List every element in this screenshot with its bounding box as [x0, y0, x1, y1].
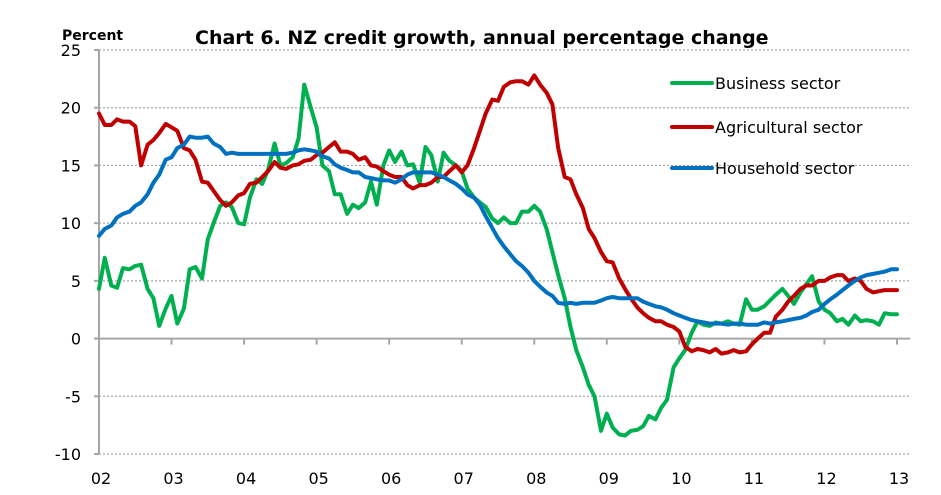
legend: Business sector Agricultural sector Househ… — [670, 74, 863, 178]
x-tick-label: 12 — [816, 469, 836, 488]
x-tick-label: 02 — [91, 469, 111, 488]
x-tick-label: 10 — [671, 469, 691, 488]
x-tick-label: 09 — [599, 469, 619, 488]
y-tick-label: 20 — [61, 99, 81, 118]
legend-label: Business sector — [715, 74, 841, 93]
x-tick-label: 11 — [744, 469, 764, 488]
y-tick-label: 25 — [61, 41, 81, 60]
y-tick-label: 10 — [61, 214, 81, 233]
x-tick-label: 04 — [236, 469, 256, 488]
gridlines — [99, 49, 910, 455]
legend-label: Agricultural sector — [715, 118, 863, 137]
x-tick-label: 03 — [163, 469, 183, 488]
legend-label: Household sector — [715, 159, 855, 178]
y-tick-label: 5 — [71, 272, 81, 291]
y-axis-label: Percent — [62, 28, 123, 44]
series-line-business-sector — [97, 82, 899, 438]
series-line-household-sector — [97, 134, 899, 327]
axes — [94, 49, 910, 455]
y-tick-label: -10 — [55, 445, 81, 464]
y-tick-labels: 25 20 15 10 5 0 -5 -10 — [55, 41, 81, 464]
x-tick-labels: 02 03 04 05 06 07 08 09 10 11 12 13 — [91, 469, 909, 488]
x-tick-label: 07 — [454, 469, 474, 488]
x-tick-label: 05 — [308, 469, 328, 488]
series-lines — [97, 73, 899, 438]
y-tick-label: -5 — [65, 387, 81, 406]
x-tick-label: 13 — [889, 469, 909, 488]
x-tick-label: 08 — [526, 469, 546, 488]
y-tick-label: 15 — [61, 156, 81, 175]
chart-title: Chart 6. NZ credit growth, annual percen… — [195, 27, 769, 49]
series-line-agricultural-sector — [97, 73, 899, 356]
y-tick-label: 0 — [71, 330, 81, 349]
x-tick-label: 06 — [381, 469, 401, 488]
